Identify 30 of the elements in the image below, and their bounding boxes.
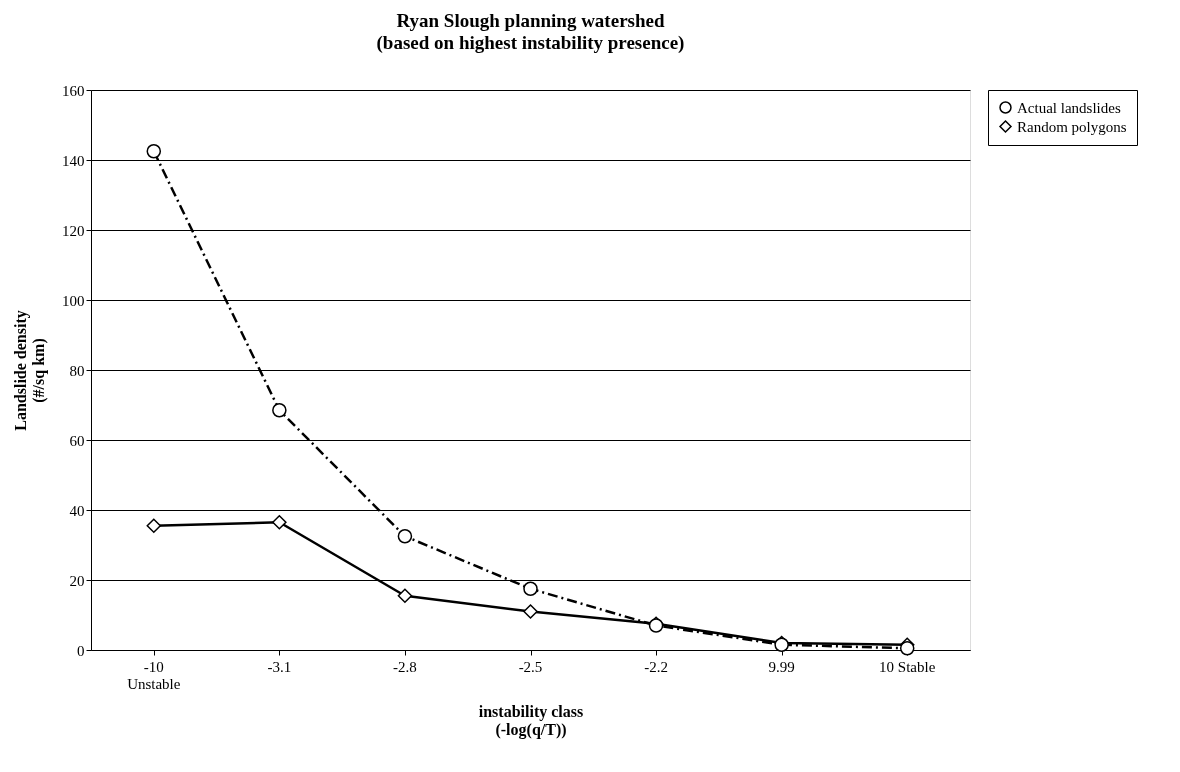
x-tick-label: 9.99 bbox=[768, 659, 795, 675]
y-tick-label: 60 bbox=[69, 432, 85, 449]
point bbox=[523, 581, 538, 597]
y-axis-title: Landslide density (#/sq km) bbox=[12, 310, 48, 431]
legend-label: Actual landslides bbox=[1017, 99, 1121, 116]
y-tick-label: 140 bbox=[62, 152, 85, 169]
x-tick-label: -2.8 bbox=[393, 659, 417, 675]
point bbox=[397, 528, 413, 544]
x-tick-label: -10 Unstable bbox=[127, 659, 181, 692]
x-tick-label: -3.1 bbox=[267, 659, 292, 675]
legend-label: Random polygons bbox=[1017, 118, 1127, 135]
point bbox=[272, 402, 287, 418]
point bbox=[523, 604, 538, 619]
y-tick-label: 40 bbox=[69, 502, 85, 519]
y-tick-label: 100 bbox=[62, 292, 85, 309]
point bbox=[146, 143, 162, 159]
x-tick-label: 10 Stable bbox=[879, 659, 936, 675]
y-tick-label: 160 bbox=[62, 82, 85, 99]
chart-subtitle: (based on highest instability presence) bbox=[376, 32, 685, 54]
y-tick-label: 0 bbox=[77, 642, 85, 659]
y-tick-label: 20 bbox=[69, 572, 85, 589]
x-tick-label: -2.5 bbox=[518, 659, 543, 675]
chart-title: Ryan Slough planning watershed bbox=[396, 10, 665, 31]
point bbox=[272, 514, 287, 530]
y-tick-label: 120 bbox=[62, 222, 85, 239]
point bbox=[397, 588, 413, 604]
x-axis-title: instability class (-log(q/T)) bbox=[478, 703, 584, 739]
x-tick-label: -2.2 bbox=[644, 659, 668, 675]
y-tick-label: 80 bbox=[69, 362, 85, 379]
point bbox=[146, 518, 162, 534]
